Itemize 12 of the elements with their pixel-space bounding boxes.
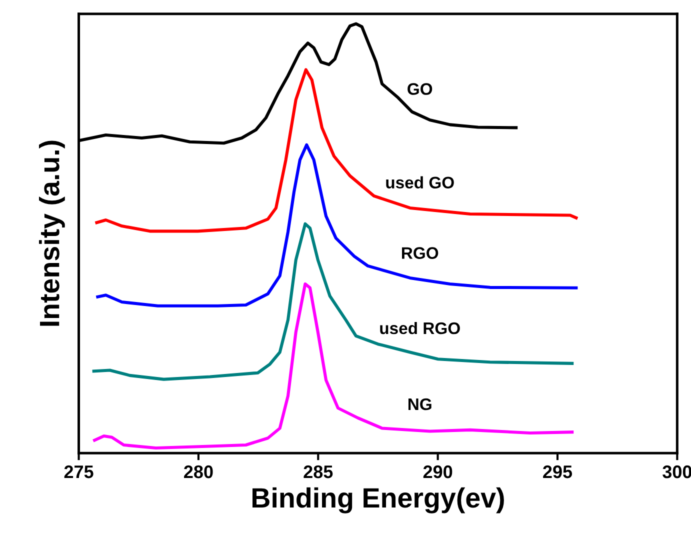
series-label: used GO	[386, 176, 454, 188]
series-label: NG	[408, 398, 432, 410]
series-label: used RGO	[380, 322, 460, 334]
series-label: RGO	[402, 247, 438, 259]
x-tick-label: 295	[543, 465, 572, 478]
x-tick-label: 280	[184, 465, 213, 478]
x-tick-label: 285	[304, 465, 333, 478]
x-tick-label: 275	[64, 465, 94, 478]
series-label: GO	[408, 83, 432, 95]
x-tick-label: 290	[423, 465, 452, 478]
y-axis-title: Intensity (a.u.)	[38, 140, 65, 326]
x-axis-title: Binding Energy(ev)	[252, 487, 504, 514]
